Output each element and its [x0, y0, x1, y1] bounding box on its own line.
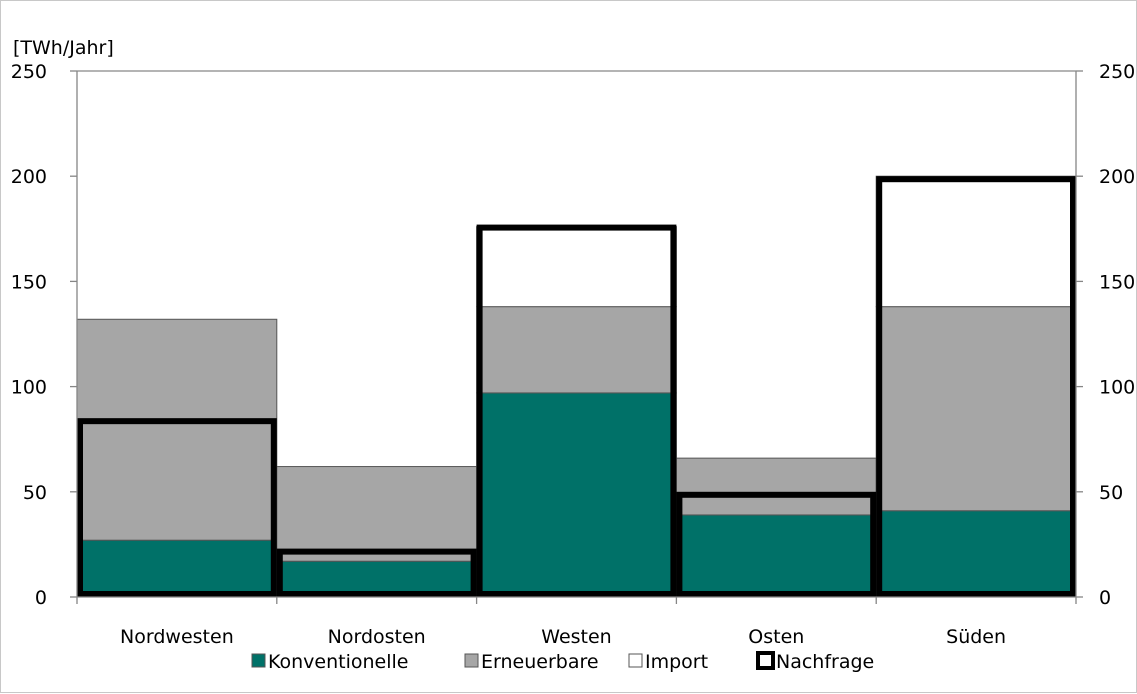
bars-layer: [76, 175, 1077, 598]
legend-swatch-erneuerbare: [464, 653, 479, 668]
legend-label-erneuerbare: Erneuerbare: [481, 651, 599, 673]
y-tick-label-left-3: 150: [11, 271, 47, 293]
demand-outline-0: [77, 418, 277, 597]
bar-konventionelle-4: [875, 510, 1077, 598]
demand-outline-2: [476, 224, 677, 597]
axes-layer: [76, 70, 1077, 598]
ticks-layer: 0 50 100 150 200 250 0 50 100 150 200 250 Nordwesten…: [11, 61, 1136, 648]
legend-label-import: Import: [645, 651, 708, 673]
demand-layer: [77, 176, 1077, 597]
y-tick-label-right-1: 50: [1099, 482, 1123, 504]
bar-erneuerbare-4: [875, 306, 1077, 512]
bar-konventionelle-3: [675, 514, 877, 598]
y-tick-label-left-2: 100: [11, 377, 47, 399]
y-tick-label-left-1: 50: [23, 482, 47, 504]
x-tick-label-0: Nordwesten: [120, 626, 234, 648]
bar-import-2: [476, 226, 677, 308]
legend-swatch-import: [628, 653, 643, 668]
bar-erneuerbare-1: [276, 466, 478, 562]
y-tick-label-left-0: 0: [35, 587, 47, 609]
bar-konventionelle-2: [476, 392, 677, 598]
y-tick-label-right-4: 200: [1099, 166, 1135, 188]
unit-label: [TWh/Jahr]: [13, 37, 114, 59]
x-tick-label-2: Westen: [541, 626, 611, 648]
legend-swatch-konventionelle: [251, 653, 266, 668]
bar-erneuerbare-3: [675, 457, 877, 516]
x-tick-label-1: Nordosten: [328, 626, 426, 648]
legend-swatch-nachfrage: [756, 651, 775, 670]
bar-konventionelle-0: [76, 539, 278, 598]
demand-outline-4: [876, 176, 1077, 597]
legend: Konventionelle Erneuerbare Import Nachfr…: [251, 651, 874, 673]
y-tick-label-right-5: 250: [1099, 61, 1135, 83]
y-tick-label-right-2: 100: [1099, 377, 1135, 399]
y-tick-label-right-3: 150: [1099, 271, 1135, 293]
demand-outline-1: [276, 548, 477, 597]
x-tick-label-3: Osten: [748, 626, 804, 648]
bar-erneuerbare-2: [476, 306, 677, 394]
legend-label-konventionelle: Konventionelle: [268, 651, 409, 673]
legend-label-nachfrage: Nachfrage: [776, 651, 874, 673]
bar-import-4: [875, 175, 1077, 308]
y-tick-label-right-0: 0: [1099, 587, 1111, 609]
bar-erneuerbare-0: [76, 318, 278, 541]
x-tick-label-4: Süden: [946, 626, 1006, 648]
y-tick-label-left-4: 200: [11, 166, 47, 188]
y-tick-label-left-5: 250: [11, 61, 47, 83]
demand-outline-3: [676, 491, 877, 597]
